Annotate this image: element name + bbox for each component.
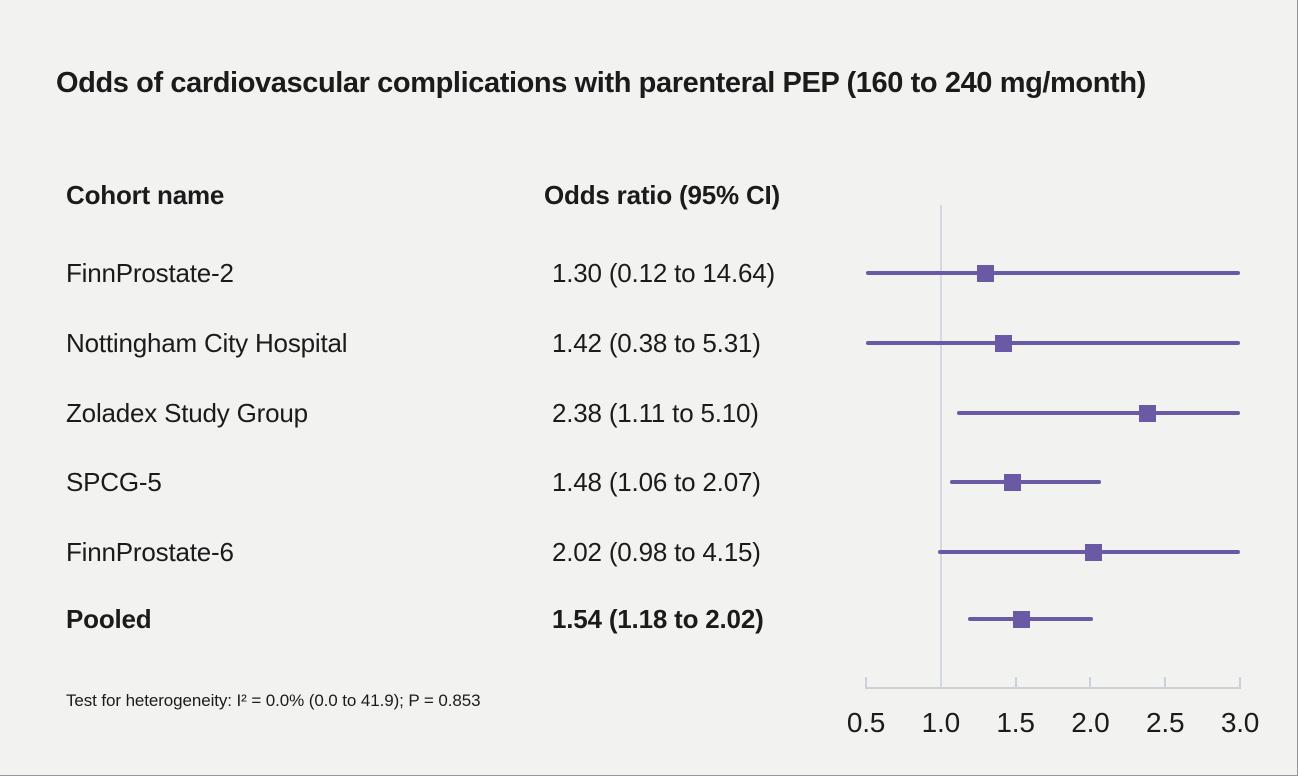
x-axis-tick xyxy=(1014,677,1017,687)
or-marker xyxy=(1138,404,1156,422)
chart-title: Odds of cardiovascular complications wit… xyxy=(56,67,1146,99)
column-header-cohort: Cohort name xyxy=(66,180,225,210)
odds-ratio-value: 2.38 (1.11 to 5.10) xyxy=(552,398,759,428)
cohort-name-pooled: Pooled xyxy=(66,604,152,634)
x-axis-tick xyxy=(1089,677,1092,687)
odds-ratio-value: 1.30 (0.12 to 14.64) xyxy=(552,258,775,288)
cohort-name: FinnProstate-2 xyxy=(66,258,234,288)
x-axis-tick xyxy=(1164,677,1167,687)
x-tick-label: 2.5 xyxy=(1146,707,1185,738)
ci-line xyxy=(866,341,1240,345)
or-marker xyxy=(1013,610,1031,628)
cohort-name: SPCG-5 xyxy=(66,467,162,497)
odds-ratio-value-pooled: 1.54 (1.18 to 2.02) xyxy=(552,604,764,634)
or-marker xyxy=(1004,473,1022,491)
or-marker xyxy=(977,264,995,282)
ci-line xyxy=(866,271,1240,275)
x-axis-tick xyxy=(1239,677,1241,687)
cohort-name: Nottingham City Hospital xyxy=(66,328,348,358)
cohort-name: Zoladex Study Group xyxy=(66,398,308,428)
cohort-name: FinnProstate-6 xyxy=(66,537,234,567)
odds-ratio-value: 1.42 (0.38 to 5.31) xyxy=(552,328,761,358)
odds-ratio-value: 2.02 (0.98 to 4.15) xyxy=(552,537,761,567)
or-marker xyxy=(1084,543,1102,561)
ci-line xyxy=(957,411,1240,415)
x-tick-label: 3.0 xyxy=(1220,707,1260,738)
x-tick-label: 1.0 xyxy=(921,707,961,738)
column-header-odds-ratio: Odds ratio (95% CI) xyxy=(544,180,781,210)
odds-ratio-value: 1.48 (1.06 to 2.07) xyxy=(552,467,761,497)
heterogeneity-note: Test for heterogeneity: I² = 0.0% (0.0 t… xyxy=(66,691,481,710)
ci-line xyxy=(949,480,1101,484)
x-tick-label: 0.5 xyxy=(846,707,886,738)
or-marker xyxy=(995,334,1013,352)
reference-line xyxy=(939,205,942,688)
x-tick-label: 1.5 xyxy=(996,707,1035,738)
x-axis-line xyxy=(865,687,1241,689)
ci-line xyxy=(967,617,1094,621)
x-axis-tick xyxy=(865,677,867,687)
x-tick-label: 2.0 xyxy=(1071,707,1110,738)
